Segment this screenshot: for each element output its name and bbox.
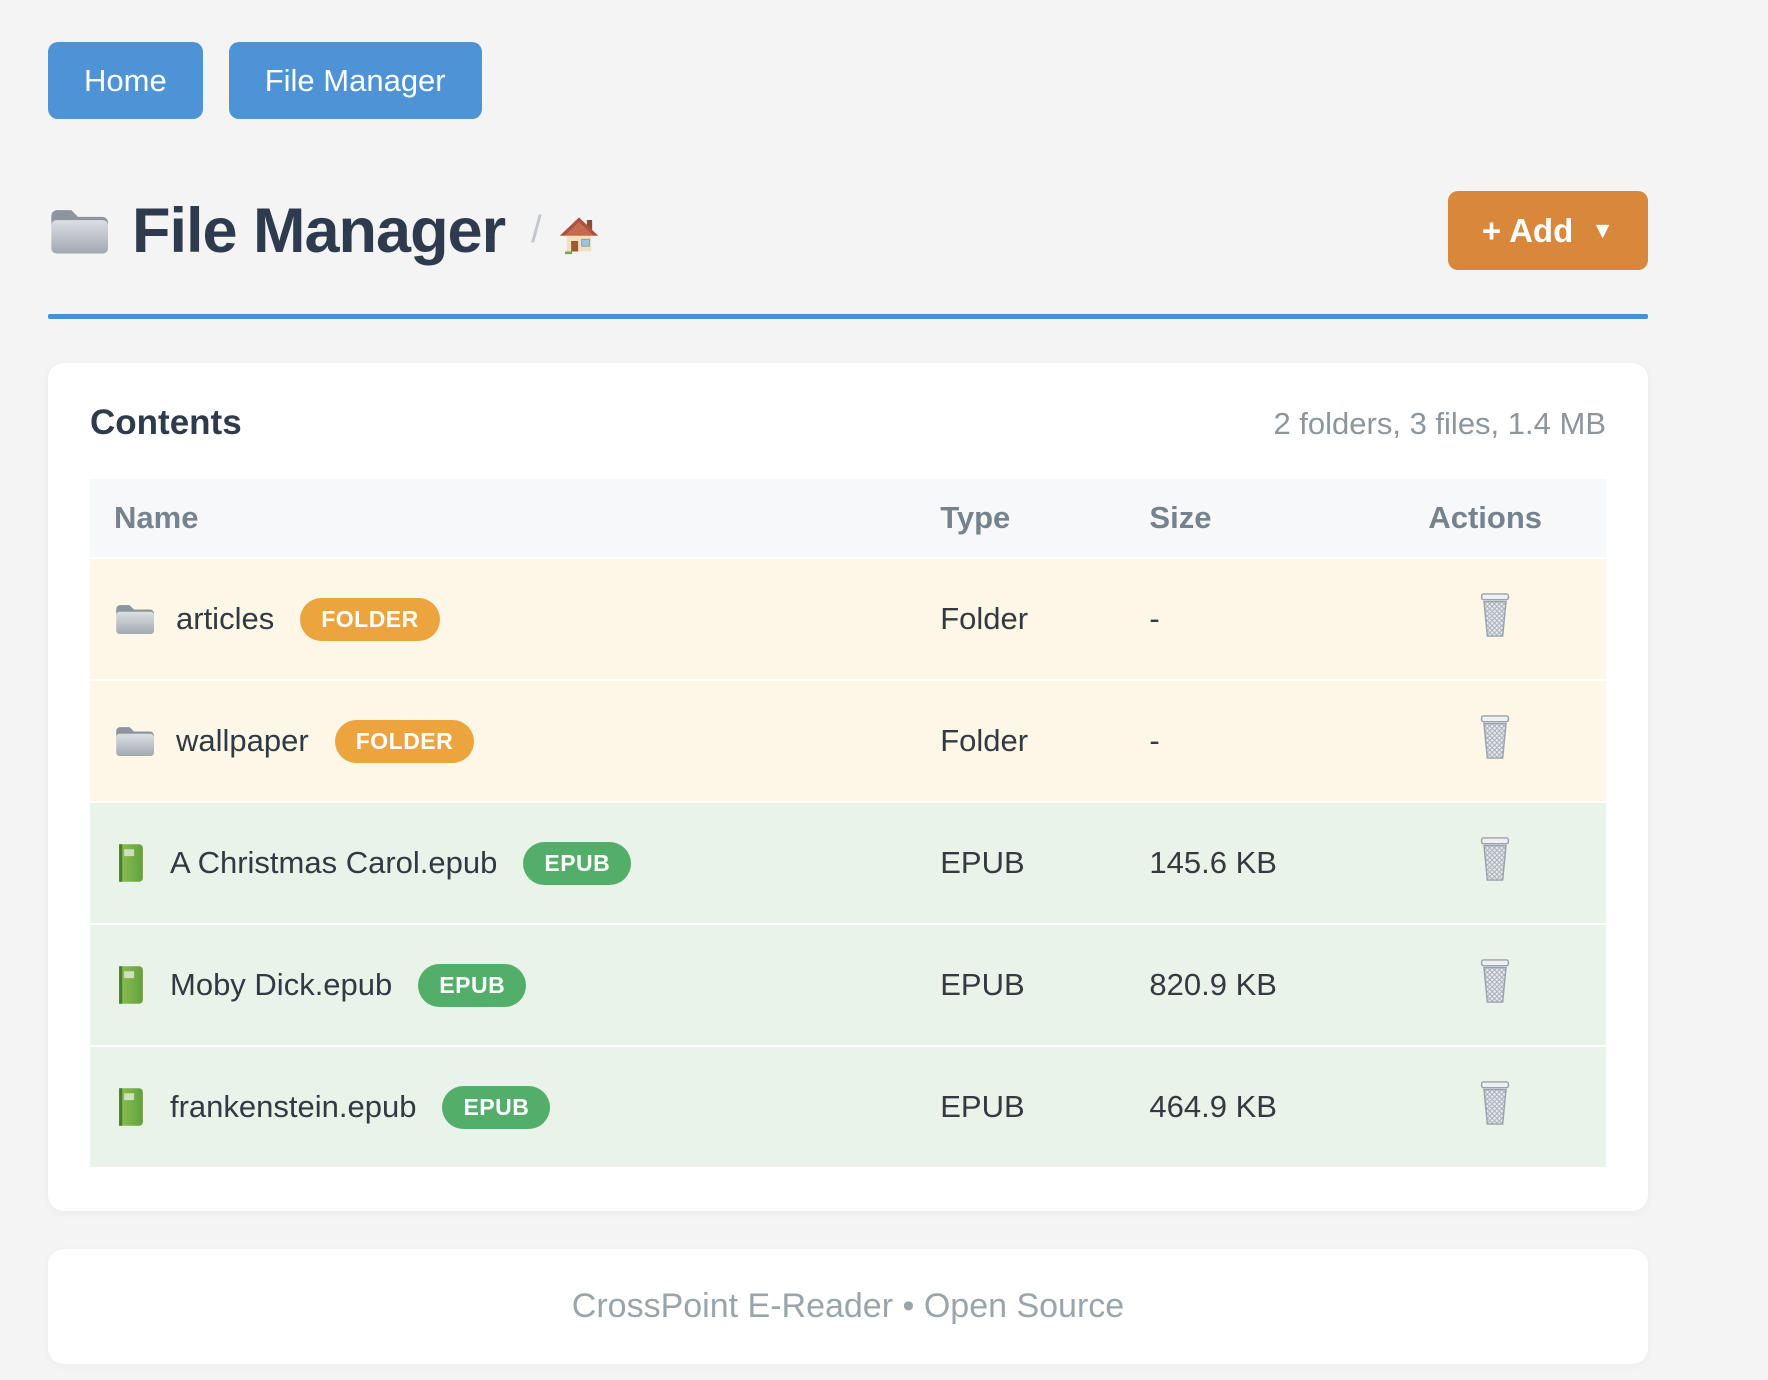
entry-type: EPUB	[916, 1045, 1126, 1167]
title-underline	[48, 314, 1648, 319]
top-nav: Home File Manager	[48, 42, 1648, 119]
entry-link[interactable]: A Christmas Carol.epub EPUB	[114, 841, 892, 885]
entry-name: A Christmas Carol.epub	[170, 845, 498, 880]
contents-card: Contents 2 folders, 3 files, 1.4 MB Name…	[48, 363, 1648, 1211]
table-row: Moby Dick.epub EPUB EPUB 820.9 KB	[90, 923, 1606, 1045]
table-row: articles FOLDER Folder -	[90, 557, 1606, 679]
epub-badge: EPUB	[523, 841, 632, 885]
file-table: Name Type Size Actions articles	[90, 479, 1606, 1167]
delete-button[interactable]	[1476, 714, 1514, 760]
table-row: A Christmas Carol.epub EPUB EPUB 145.6 K…	[90, 801, 1606, 923]
entry-name: frankenstein.epub	[170, 1089, 417, 1124]
caret-down-icon: ▼	[1591, 217, 1614, 243]
trash-icon	[1481, 593, 1510, 637]
entry-size: -	[1125, 557, 1405, 679]
entry-link[interactable]: wallpaper FOLDER	[114, 719, 892, 763]
entry-type: Folder	[916, 679, 1126, 801]
delete-button[interactable]	[1476, 1080, 1514, 1126]
add-button[interactable]: + Add ▼	[1447, 191, 1648, 270]
book-icon	[119, 844, 146, 882]
entry-name: Moby Dick.epub	[170, 967, 393, 1002]
epub-badge: EPUB	[418, 963, 527, 1007]
entry-type: EPUB	[916, 923, 1126, 1045]
epub-badge: EPUB	[442, 1085, 551, 1129]
delete-button[interactable]	[1476, 592, 1514, 638]
folder-icon	[51, 209, 108, 253]
table-row: frankenstein.epub EPUB EPUB 464.9 KB	[90, 1045, 1606, 1167]
folder-badge: FOLDER	[334, 719, 475, 763]
column-header-name: Name	[90, 479, 917, 557]
contents-heading: Contents	[90, 403, 242, 442]
entry-name: wallpaper	[176, 723, 309, 758]
folder-icon	[116, 727, 154, 756]
entry-name: articles	[176, 601, 275, 636]
column-header-size: Size	[1125, 479, 1405, 557]
footer: CrossPoint E-Reader • Open Source	[48, 1249, 1648, 1364]
entry-size: 464.9 KB	[1125, 1045, 1405, 1167]
column-header-actions: Actions	[1404, 479, 1606, 557]
trash-icon	[1481, 837, 1510, 881]
add-button-label: + Add	[1481, 212, 1574, 249]
trash-icon	[1481, 1081, 1510, 1125]
delete-button[interactable]	[1476, 958, 1514, 1004]
entry-size: -	[1125, 679, 1405, 801]
title-group: File Manager /	[48, 195, 600, 267]
page-title: File Manager	[132, 195, 506, 266]
column-header-type: Type	[916, 479, 1126, 557]
entry-type: EPUB	[916, 801, 1126, 923]
folder-icon	[116, 605, 154, 634]
entry-link[interactable]: Moby Dick.epub EPUB	[114, 963, 892, 1007]
delete-button[interactable]	[1476, 836, 1514, 882]
breadcrumb-separator: /	[531, 209, 542, 251]
book-icon	[119, 1088, 146, 1126]
page-header: File Manager / + Add ▼	[48, 191, 1648, 270]
trash-icon	[1481, 959, 1510, 1003]
page-container: Home File Manager File Manager / + Add	[48, 0, 1648, 1364]
footer-text: CrossPoint E-Reader • Open Source	[571, 1287, 1125, 1325]
contents-card-header: Contents 2 folders, 3 files, 1.4 MB	[90, 403, 1606, 443]
trash-icon	[1481, 715, 1510, 759]
entry-type: Folder	[916, 557, 1126, 679]
file-manager-button[interactable]: File Manager	[228, 42, 482, 119]
home-button[interactable]: Home	[48, 42, 203, 119]
home-icon[interactable]	[558, 213, 600, 255]
contents-summary: 2 folders, 3 files, 1.4 MB	[1273, 406, 1606, 441]
entry-size: 145.6 KB	[1125, 801, 1405, 923]
entry-link[interactable]: frankenstein.epub EPUB	[114, 1085, 892, 1129]
entry-link[interactable]: articles FOLDER	[114, 597, 892, 641]
entry-size: 820.9 KB	[1125, 923, 1405, 1045]
table-header-row: Name Type Size Actions	[90, 479, 1606, 557]
table-row: wallpaper FOLDER Folder -	[90, 679, 1606, 801]
book-icon	[119, 966, 146, 1004]
folder-badge: FOLDER	[300, 597, 440, 641]
